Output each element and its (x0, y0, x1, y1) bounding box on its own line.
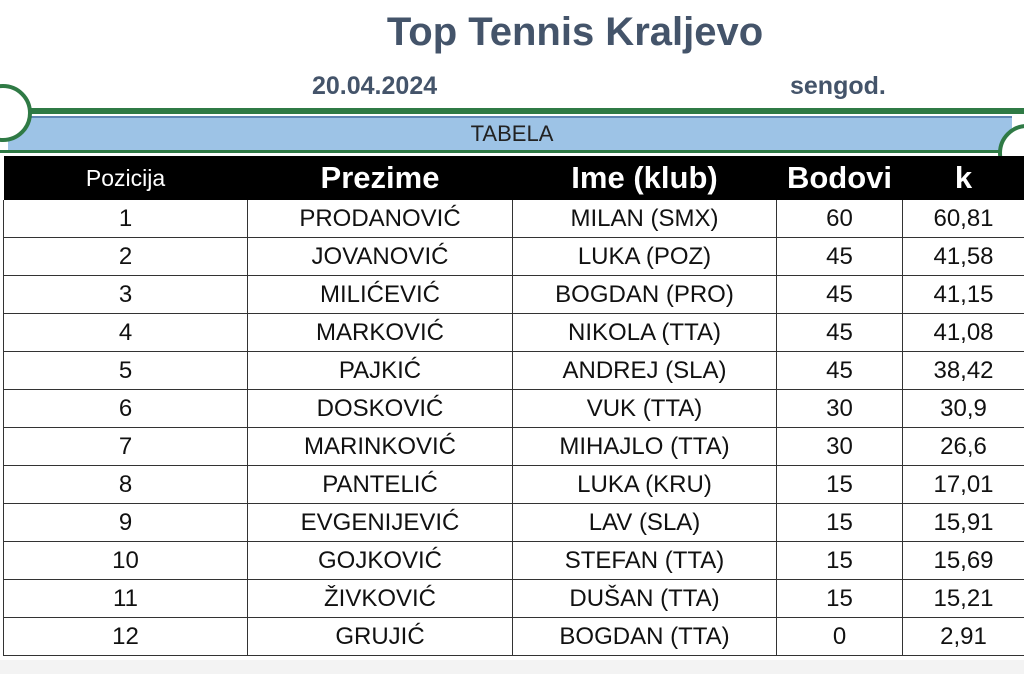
points-cell: 15 (776, 503, 903, 542)
event-category: sengod. (790, 72, 886, 100)
position-cell: 11 (3, 579, 248, 618)
page-title: Top Tennis Kraljevo (386, 10, 764, 54)
surname-cell: PANTELIĆ (247, 465, 513, 504)
surname-cell: GOJKOVIĆ (247, 541, 513, 580)
table-row: 2 JOVANOVIĆ LUKA (POZ) 45 41,58 (3, 237, 1024, 276)
table-row: 5 PAJKIĆ ANDREJ (SLA) 45 38,42 (3, 351, 1024, 390)
position-cell: 12 (3, 617, 248, 656)
column-header-pozicija: Pozicija (3, 156, 248, 200)
position-cell: 4 (3, 313, 248, 352)
position-cell: 8 (3, 465, 248, 504)
column-header-bodovi: Bodovi (776, 156, 903, 200)
name-club-cell: LUKA (KRU) (512, 465, 777, 504)
k-cell: 38,42 (902, 351, 1024, 390)
name-club-cell: STEFAN (TTA) (512, 541, 777, 580)
position-cell: 9 (3, 503, 248, 542)
points-cell: 45 (776, 275, 903, 314)
table-row: 11 ŽIVKOVIĆ DUŠAN (TTA) 15 15,21 (3, 579, 1024, 618)
column-header-prezime: Prezime (247, 156, 513, 200)
name-club-cell: MIHAJLO (TTA) (512, 427, 777, 466)
name-club-cell: LUKA (POZ) (512, 237, 777, 276)
position-cell: 7 (3, 427, 248, 466)
surname-cell: PAJKIĆ (247, 351, 513, 390)
k-cell: 41,15 (902, 275, 1024, 314)
name-club-cell: VUK (TTA) (512, 389, 777, 428)
k-cell: 30,9 (902, 389, 1024, 428)
points-cell: 15 (776, 465, 903, 504)
decorative-green-line-top (10, 108, 1024, 114)
table-row: 6 DOSKOVIĆ VUK (TTA) 30 30,9 (3, 389, 1024, 428)
name-club-cell: BOGDAN (PRO) (512, 275, 777, 314)
name-club-cell: LAV (SLA) (512, 503, 777, 542)
table-row: 8 PANTELIĆ LUKA (KRU) 15 17,01 (3, 465, 1024, 504)
table-row: 4 MARKOVIĆ NIKOLA (TTA) 45 41,08 (3, 313, 1024, 352)
table-row: 9 EVGENIJEVIĆ LAV (SLA) 15 15,91 (3, 503, 1024, 542)
points-cell: 45 (776, 351, 903, 390)
section-label: TABELA (470, 121, 554, 146)
table-body: 1 PRODANOVIĆ MILAN (SMX) 60 60,81 2 JOVANOVIĆ L… (3, 200, 1024, 656)
points-cell: 45 (776, 237, 903, 276)
points-cell: 30 (776, 389, 903, 428)
points-cell: 15 (776, 541, 903, 580)
table-row: 10 GOJKOVIĆ STEFAN (TTA) 15 15,69 (3, 541, 1024, 580)
name-club-cell: DUŠAN (TTA) (512, 579, 777, 618)
k-cell: 15,91 (902, 503, 1024, 542)
name-club-cell: NIKOLA (TTA) (512, 313, 777, 352)
surname-cell: EVGENIJEVIĆ (247, 503, 513, 542)
k-cell: 2,91 (902, 617, 1024, 656)
points-cell: 0 (776, 617, 903, 656)
surname-cell: MARINKOVIĆ (247, 427, 513, 466)
table-row: 7 MARINKOVIĆ MIHAJLO (TTA) 30 26,6 (3, 427, 1024, 466)
bottom-strip (0, 660, 1024, 674)
position-cell: 6 (3, 389, 248, 428)
points-cell: 45 (776, 313, 903, 352)
name-club-cell: BOGDAN (TTA) (512, 617, 777, 656)
column-header-k: k (902, 156, 1024, 200)
points-cell: 60 (776, 200, 903, 238)
k-cell: 41,58 (902, 237, 1024, 276)
event-date: 20.04.2024 (312, 72, 438, 100)
decorative-green-line-bottom (0, 150, 1024, 153)
k-cell: 26,6 (902, 427, 1024, 466)
k-cell: 41,08 (902, 313, 1024, 352)
name-club-cell: MILAN (SMX) (512, 200, 777, 238)
k-cell: 17,01 (902, 465, 1024, 504)
k-cell: 15,69 (902, 541, 1024, 580)
surname-cell: DOSKOVIĆ (247, 389, 513, 428)
position-cell: 5 (3, 351, 248, 390)
table-row: 3 MILIĆEVIĆ BOGDAN (PRO) 45 41,15 (3, 275, 1024, 314)
column-header-ime-klub: Ime (klub) (512, 156, 777, 200)
points-cell: 15 (776, 579, 903, 618)
position-cell: 1 (3, 200, 248, 238)
ranking-table: Pozicija Prezime Ime (klub) Bodovi k 1 PR… (3, 156, 1024, 656)
position-cell: 3 (3, 275, 248, 314)
surname-cell: MARKOVIĆ (247, 313, 513, 352)
k-cell: 15,21 (902, 579, 1024, 618)
name-club-cell: ANDREJ (SLA) (512, 351, 777, 390)
table-header-row: Pozicija Prezime Ime (klub) Bodovi k (3, 156, 1024, 200)
surname-cell: ŽIVKOVIĆ (247, 579, 513, 618)
table-row: 1 PRODANOVIĆ MILAN (SMX) 60 60,81 (3, 200, 1024, 238)
surname-cell: PRODANOVIĆ (247, 200, 513, 238)
points-cell: 30 (776, 427, 903, 466)
surname-cell: JOVANOVIĆ (247, 237, 513, 276)
position-cell: 2 (3, 237, 248, 276)
table-row: 12 GRUJIĆ BOGDAN (TTA) 0 2,91 (3, 617, 1024, 656)
surname-cell: MILIĆEVIĆ (247, 275, 513, 314)
surname-cell: GRUJIĆ (247, 617, 513, 656)
k-cell: 60,81 (902, 200, 1024, 238)
position-cell: 10 (3, 541, 248, 580)
